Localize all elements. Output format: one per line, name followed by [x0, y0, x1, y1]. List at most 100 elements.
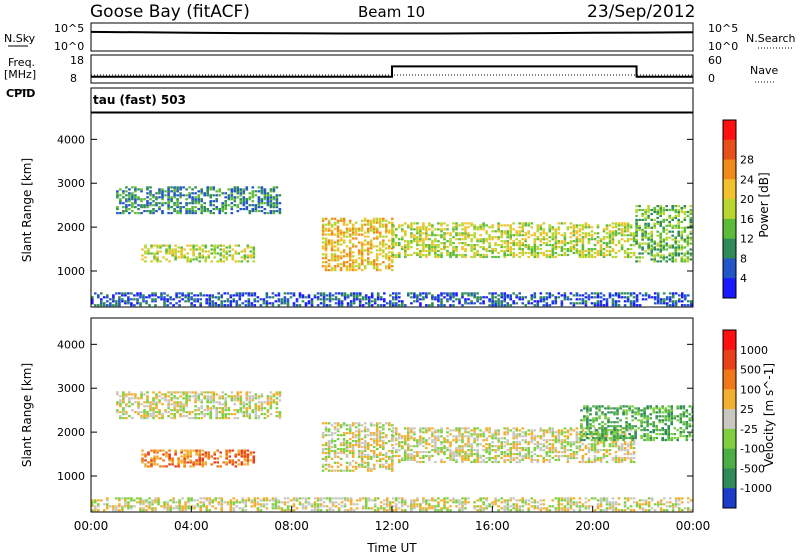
power-cell — [187, 294, 190, 297]
power-cell — [272, 210, 276, 213]
velocity-cell — [632, 451, 636, 454]
velocity-cell — [601, 431, 604, 434]
power-cell — [161, 212, 164, 215]
power-cell — [209, 188, 212, 191]
power-cell — [602, 304, 606, 307]
power-cell — [231, 254, 235, 257]
power-cell — [392, 224, 395, 227]
power-cell — [593, 302, 597, 305]
power-cell — [148, 296, 151, 299]
power-cell — [224, 202, 227, 205]
velocity-cell — [333, 453, 337, 456]
power-cell — [134, 202, 137, 205]
power-cell — [656, 212, 659, 216]
velocity-cell — [155, 405, 158, 408]
velocity-cell — [339, 457, 343, 460]
power-cell — [214, 304, 217, 307]
power-cell — [506, 242, 509, 245]
power-cell — [343, 296, 347, 299]
power-cell — [153, 256, 156, 259]
velocity-cell — [530, 456, 534, 460]
power-cell — [557, 253, 561, 257]
power-cell — [677, 226, 680, 229]
power-cell — [218, 210, 221, 213]
velocity-cell — [488, 447, 491, 450]
power-cell — [566, 249, 570, 253]
power-cell — [482, 253, 485, 257]
power-cell — [342, 251, 346, 254]
velocity-cell — [422, 431, 425, 434]
power-cell — [434, 234, 437, 237]
power-cell — [605, 244, 609, 247]
velocity-cell — [158, 399, 161, 402]
velocity-cell — [395, 433, 398, 436]
velocity-cell — [616, 417, 619, 420]
power-cell — [383, 304, 386, 307]
velocity-cell — [458, 449, 461, 452]
power-cell — [366, 249, 370, 252]
velocity-cell — [649, 405, 652, 408]
velocity-cell — [206, 401, 209, 404]
velocity-cell — [509, 453, 512, 456]
velocity-cell — [231, 463, 235, 466]
power-cell — [644, 230, 647, 233]
power-cell — [626, 251, 630, 255]
power-cell — [473, 294, 476, 297]
power-cell — [319, 298, 323, 301]
power-cell — [205, 298, 208, 301]
power-cell — [91, 296, 94, 299]
velocity-cell — [183, 465, 186, 468]
power-cell — [665, 238, 668, 241]
power-cell — [366, 243, 370, 246]
power-cell — [482, 246, 485, 249]
velocity-cell — [431, 431, 434, 434]
power-cell — [245, 206, 249, 209]
velocity-cell — [398, 458, 401, 462]
power-cell — [674, 258, 677, 261]
velocity-cell — [363, 447, 367, 451]
velocity-cell — [611, 437, 615, 440]
power-cell — [632, 300, 636, 303]
velocity-cell — [116, 411, 119, 414]
power-cell — [476, 296, 479, 299]
velocity-cell — [476, 453, 479, 456]
power-cell — [392, 226, 395, 229]
velocity-cell — [625, 425, 628, 428]
velocity-cell — [191, 395, 194, 398]
power-cell — [383, 292, 386, 295]
power-cell — [192, 248, 195, 251]
power-cell — [200, 206, 203, 209]
power-cell — [674, 240, 677, 243]
velocity-cell — [449, 456, 452, 460]
power-cell — [121, 292, 124, 295]
power-colorbar-tick: 4 — [740, 272, 747, 285]
power-cell — [321, 229, 325, 232]
velocity-cell — [455, 449, 458, 452]
power-cell — [617, 224, 621, 227]
power-cell — [346, 304, 350, 307]
velocity-cell — [589, 427, 592, 430]
power-cell — [266, 202, 270, 205]
velocity-cell — [581, 460, 585, 464]
power-cell — [440, 230, 443, 233]
velocity-cell — [200, 405, 203, 408]
power-cell — [407, 294, 410, 297]
velocity-cell — [185, 397, 188, 400]
power-cell — [103, 304, 106, 307]
velocity-cell — [345, 455, 349, 458]
velocity-cell — [631, 419, 634, 422]
power-cell — [351, 245, 355, 248]
velocity-cell — [388, 449, 391, 453]
velocity-cell — [176, 403, 179, 406]
velocity-cell — [385, 467, 388, 470]
velocity-cell — [473, 441, 476, 444]
power-cell — [116, 208, 119, 211]
power-cell — [286, 300, 290, 303]
power-cell — [425, 230, 428, 233]
power-cell — [391, 259, 394, 262]
velocity-cell — [595, 429, 598, 432]
velocity-cell — [545, 454, 549, 458]
power-cell — [254, 206, 258, 209]
power-cell — [336, 265, 340, 268]
power-cell — [382, 241, 385, 244]
